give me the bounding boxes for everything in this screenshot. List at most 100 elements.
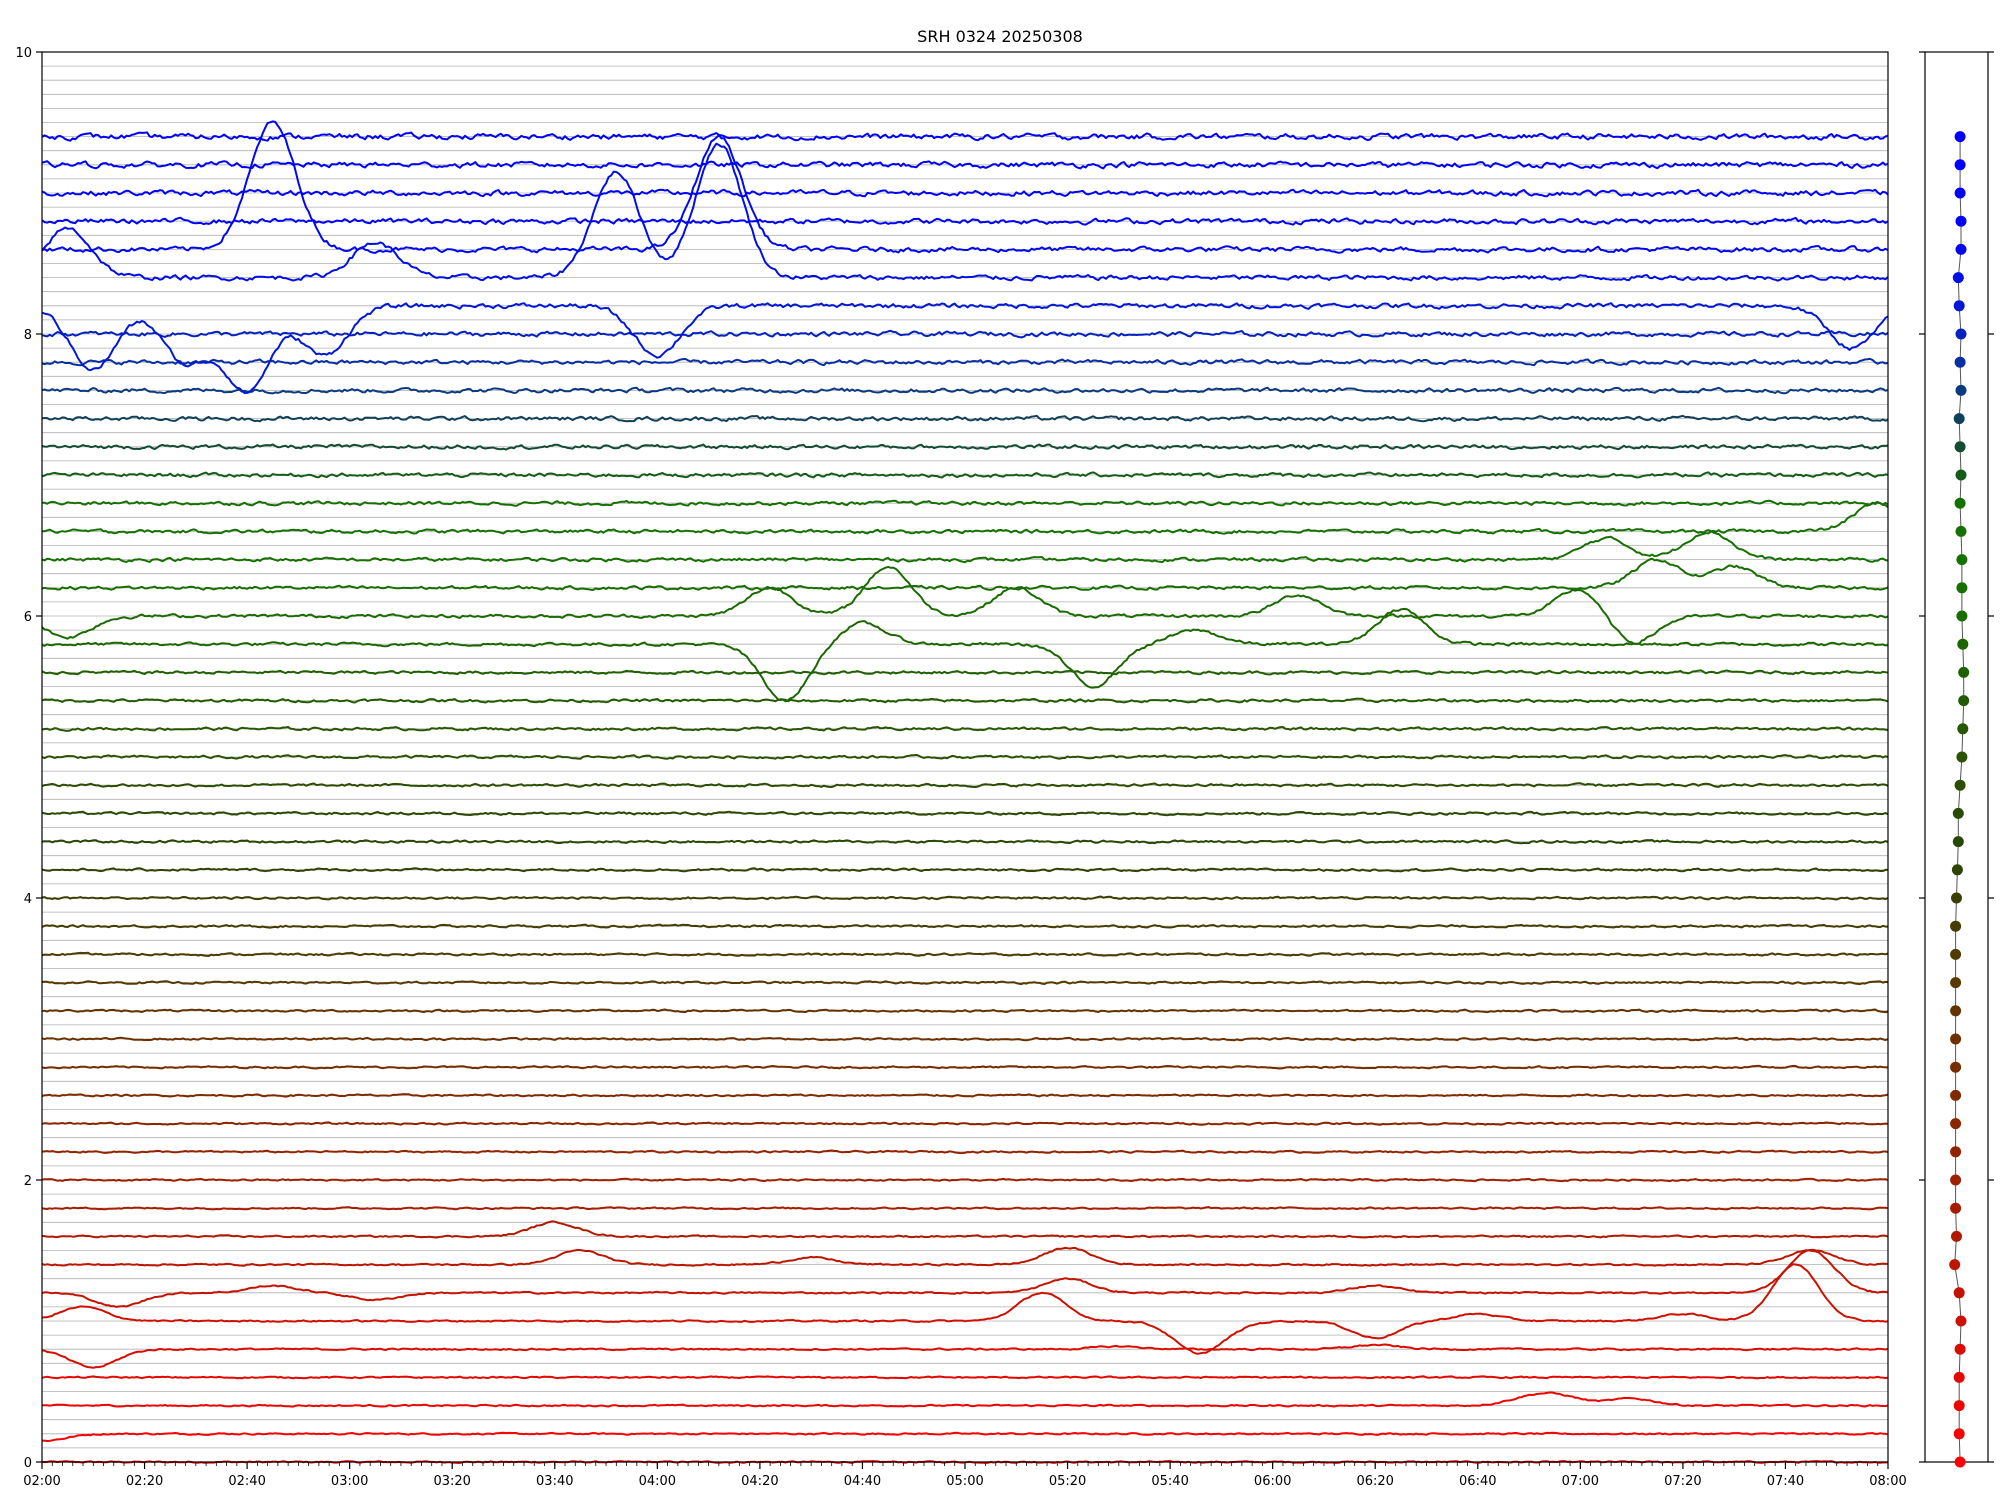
trace-channel-35	[41, 471, 1889, 479]
side-point-7	[1949, 1259, 1961, 1271]
trace-channel-37	[41, 414, 1889, 423]
trace-channel-21	[41, 867, 1889, 873]
side-point-4	[1954, 1343, 1966, 1355]
trace-channel-41	[41, 302, 1889, 394]
side-point-10	[1950, 1174, 1962, 1186]
side-plot-area	[1919, 51, 1994, 1468]
side-point-32	[1956, 554, 1968, 566]
trace-channel-6	[41, 1249, 1889, 1308]
trace-channel-8	[41, 1220, 1889, 1239]
x-tick-label: 04:20	[741, 1474, 778, 1489]
trace-channel-15	[41, 1036, 1889, 1042]
trace-channel-20	[41, 895, 1889, 901]
trace-channel-18	[41, 951, 1889, 957]
side-point-39	[1954, 356, 1966, 368]
side-point-30	[1956, 610, 1968, 622]
trace-channel-33	[42, 501, 1889, 535]
side-point-33	[1955, 525, 1967, 537]
side-point-13	[1950, 1089, 1962, 1101]
x-tick-label: 04:40	[844, 1474, 881, 1489]
trace-channel-7	[41, 1246, 1889, 1267]
side-point-1	[1953, 1428, 1965, 1440]
x-tick-label: 02:40	[228, 1474, 265, 1489]
x-tick-label: 07:00	[1562, 1474, 1599, 1489]
side-point-25	[1956, 751, 1968, 763]
trace-channel-36	[41, 443, 1889, 451]
trace-channel-24	[41, 782, 1889, 788]
side-point-35	[1955, 469, 1967, 481]
x-tick-label: 03:20	[433, 1474, 470, 1489]
side-point-16	[1950, 1005, 1962, 1017]
trace-channel-25	[41, 753, 1889, 760]
trace-channel-28	[41, 669, 1889, 676]
side-point-3	[1953, 1371, 1965, 1383]
trace-channel-16	[41, 1008, 1889, 1014]
side-point-24	[1954, 779, 1966, 791]
trace-channel-22	[41, 839, 1889, 845]
x-tick-label: 07:20	[1664, 1474, 1701, 1489]
x-tick-label: 03:40	[536, 1474, 573, 1489]
trace-channel-2	[41, 1391, 1889, 1408]
trace-channel-23	[41, 810, 1889, 817]
side-point-6	[1953, 1287, 1965, 1299]
trace-channel-10	[41, 1177, 1889, 1183]
trace-channel-30	[41, 565, 1889, 645]
trace-channel-42	[41, 142, 1889, 282]
x-tick-label: 05:20	[1049, 1474, 1086, 1489]
trace-channel-31	[41, 557, 1889, 591]
trace-channel-43	[41, 120, 1889, 254]
x-tick-label: 05:00	[946, 1474, 983, 1489]
trace-channel-26	[41, 726, 1889, 732]
trace-channel-38	[41, 386, 1889, 395]
x-tick-label: 05:40	[1151, 1474, 1188, 1489]
y-tick-label: 10	[15, 46, 32, 61]
x-tick-label: 06:00	[1254, 1474, 1291, 1489]
main-plot-area: 02:00 02:20 02:40 03:00 03:20 03:40 04:00 04:20…	[15, 46, 1906, 1489]
side-point-26	[1957, 723, 1969, 735]
side-point-20	[1951, 892, 1962, 904]
side-point-19	[1950, 920, 1962, 932]
side-point-40	[1955, 328, 1967, 340]
side-point-31	[1956, 582, 1968, 594]
y-tick-label: 8	[24, 328, 32, 343]
side-point-28	[1958, 666, 1970, 678]
trace-channel-45	[41, 188, 1889, 198]
side-point-2	[1953, 1400, 1965, 1412]
side-point-42	[1952, 272, 1964, 284]
trace-channel-13	[41, 1093, 1889, 1098]
trace-channel-1	[42, 1431, 1889, 1442]
trace-channel-27	[41, 697, 1889, 704]
trace-channel-14	[41, 1064, 1889, 1070]
x-tick-label: 04:00	[639, 1474, 676, 1489]
trace-channel-46	[41, 160, 1889, 170]
side-point-38	[1955, 384, 1967, 396]
side-point-15	[1950, 1033, 1962, 1045]
trace-channel-19	[41, 923, 1889, 929]
x-tick-label: 02:00	[23, 1474, 60, 1489]
side-point-41	[1953, 300, 1965, 312]
side-point-46	[1954, 159, 1966, 171]
x-tick-label: 02:20	[126, 1474, 163, 1489]
side-point-11	[1950, 1146, 1962, 1158]
side-point-21	[1951, 864, 1963, 876]
chart-title: SRH 0324 20250308	[917, 27, 1083, 46]
y-tick-label: 4	[24, 892, 32, 907]
side-point-47	[1954, 131, 1966, 143]
trace-channel-12	[41, 1121, 1889, 1126]
side-point-8	[1951, 1230, 1962, 1242]
side-point-9	[1950, 1202, 1962, 1214]
side-point-29	[1957, 638, 1969, 650]
side-point-0	[1954, 1456, 1966, 1468]
trace-channel-11	[41, 1149, 1889, 1155]
side-point-12	[1950, 1118, 1962, 1130]
trace-channel-44	[41, 216, 1889, 226]
side-point-43	[1955, 243, 1967, 255]
trace-channel-9	[41, 1206, 1889, 1211]
x-tick-label: 03:00	[331, 1474, 368, 1489]
trace-channel-47	[41, 131, 1889, 142]
side-point-22	[1952, 836, 1964, 848]
side-point-14	[1950, 1061, 1962, 1073]
y-tick-label: 0	[24, 1456, 32, 1471]
side-point-17	[1950, 977, 1962, 989]
